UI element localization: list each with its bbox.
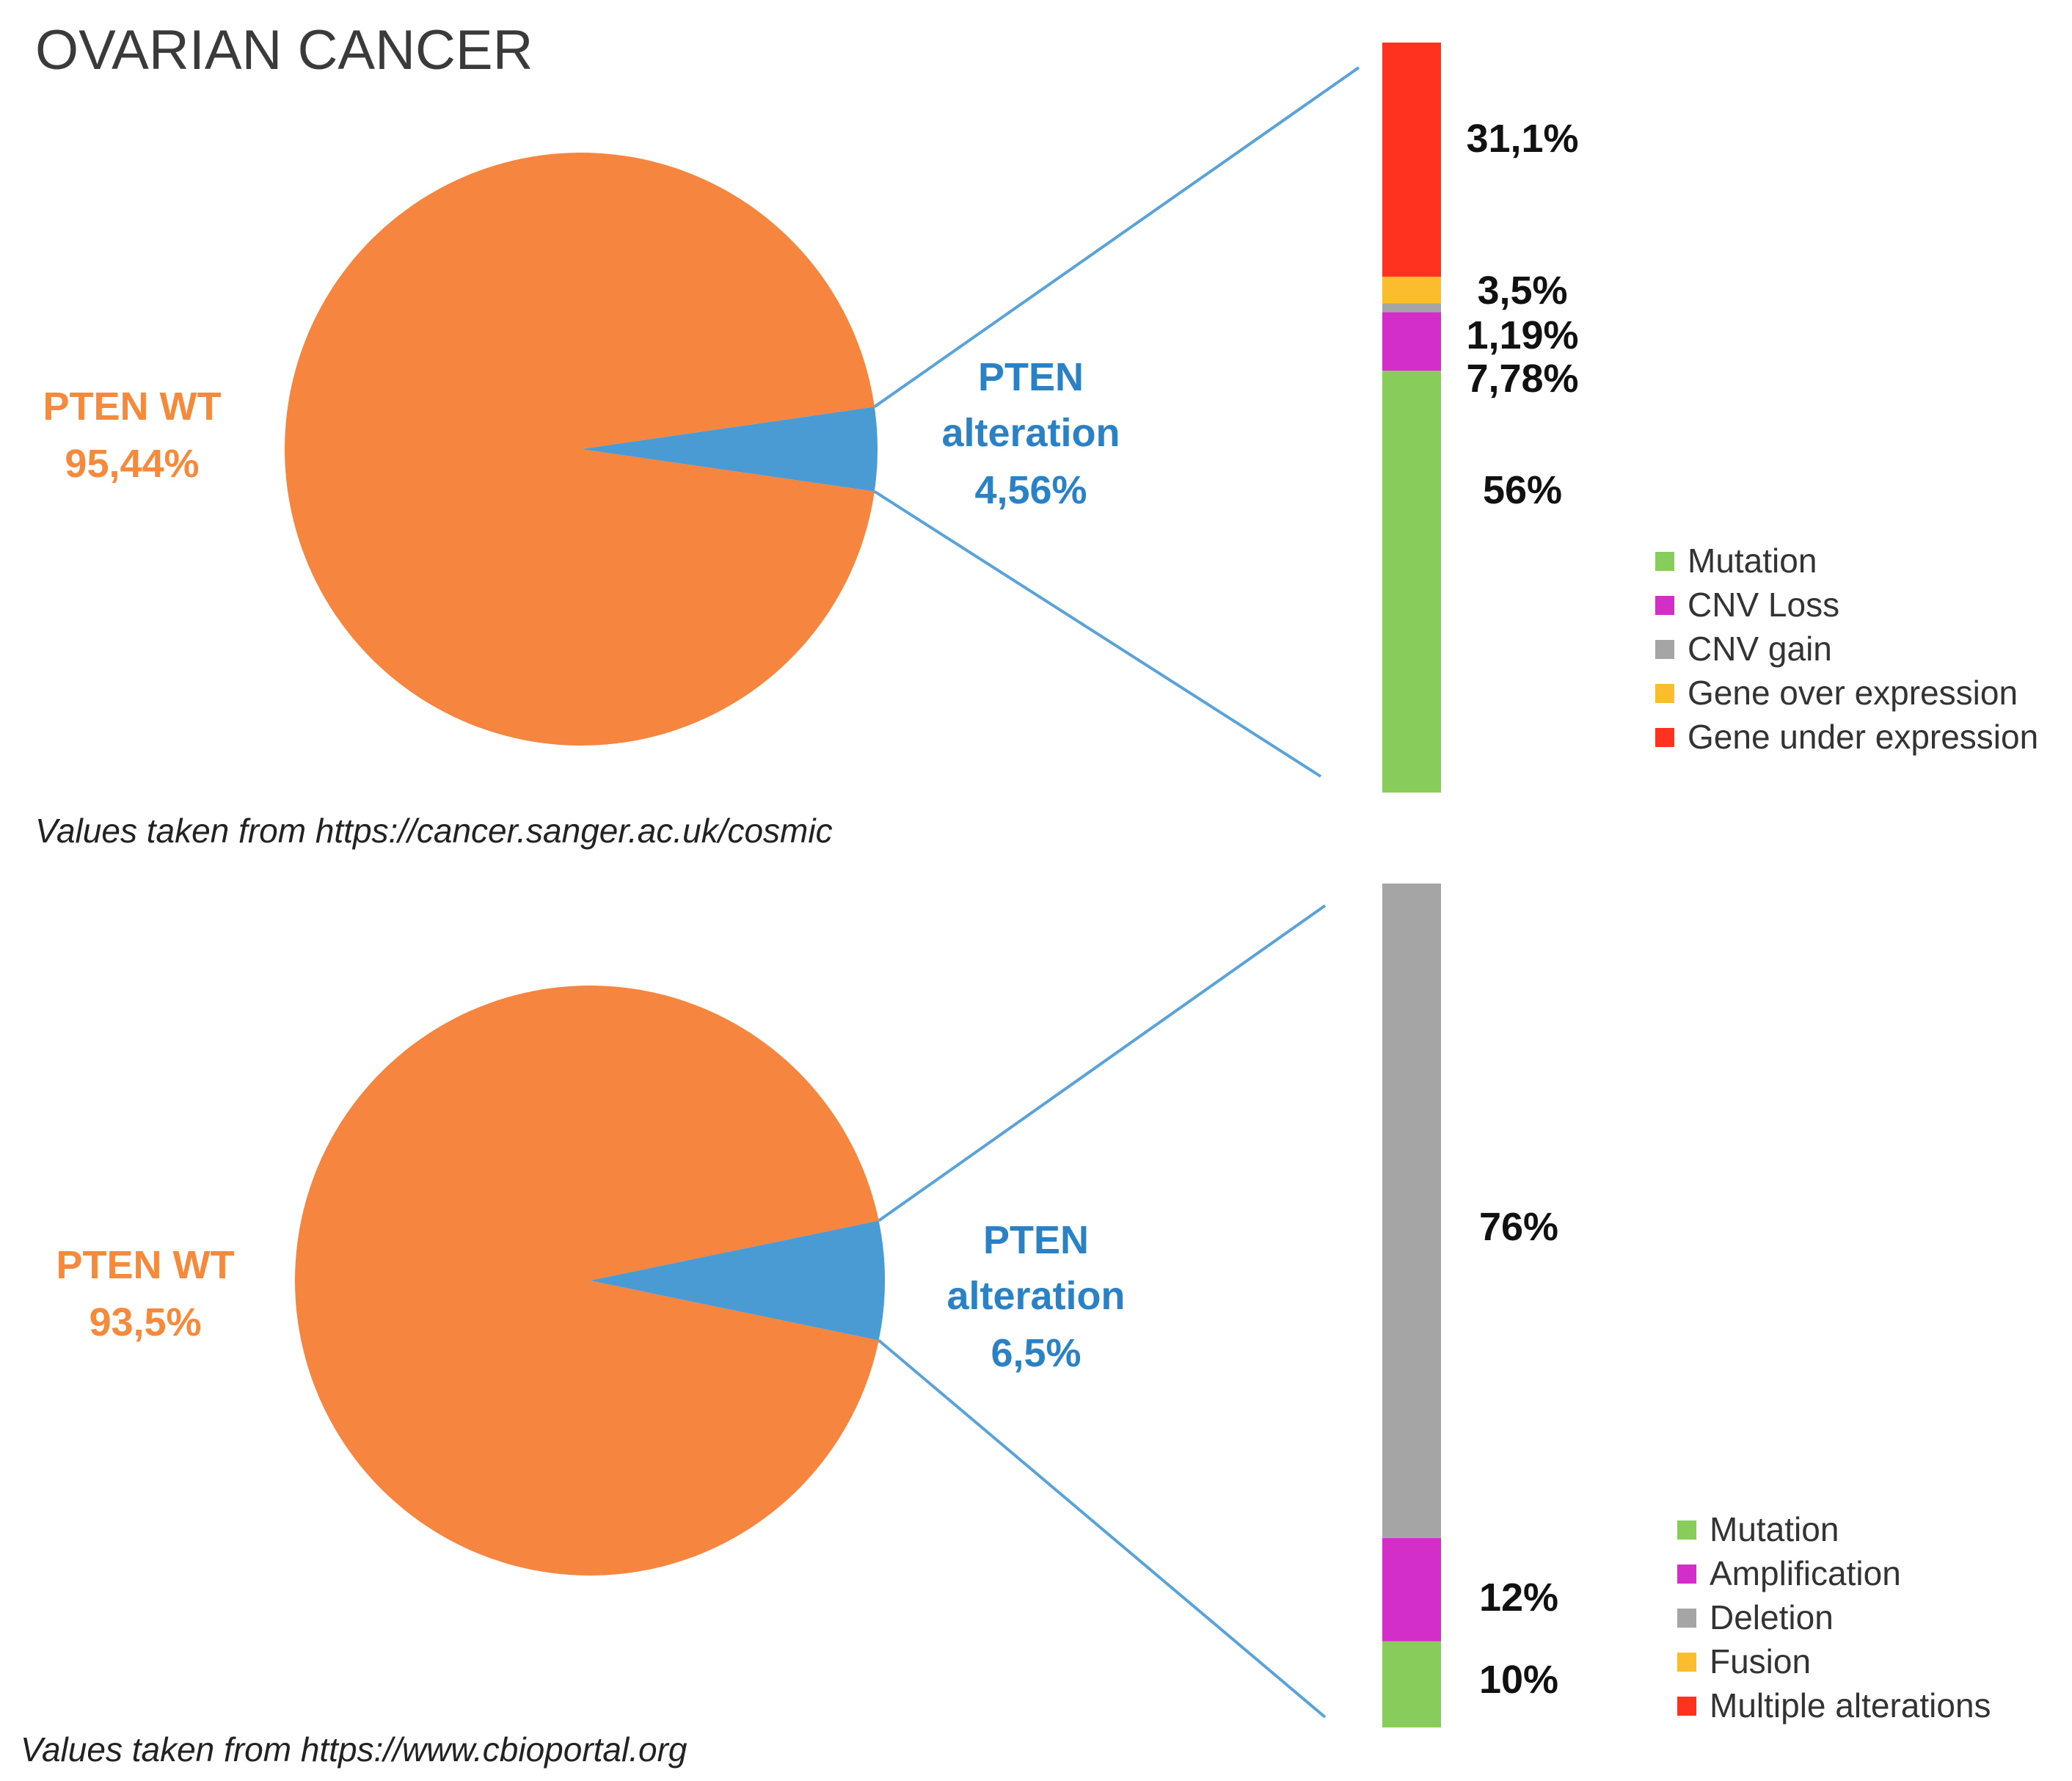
legend-swatch-cnv-gain <box>1655 640 1674 659</box>
bar-segment-mutation <box>1382 1641 1441 1727</box>
pie-label-alteration-line2: alteration <box>941 411 1120 455</box>
bar-segment-cnv-gain <box>1382 303 1441 313</box>
legend-swatch-mutation <box>1677 1520 1696 1540</box>
legend-label-cnv-gain: CNV gain <box>1688 630 1832 668</box>
legend-swatch-amplification <box>1677 1565 1696 1584</box>
legend-swatch-fusion <box>1677 1653 1696 1672</box>
bar-segment-cnv-loss <box>1382 312 1441 371</box>
bar-value-label-gene-under-expression: 31,1% <box>1466 117 1578 161</box>
legend-label-fusion: Fusion <box>1710 1642 1811 1680</box>
panel-cbioportal: 10% 12% 76% Mutation Amplification Deletion F… <box>21 884 1991 1769</box>
bar-value-label-deletion: 76% <box>1479 1205 1558 1249</box>
legend-cbioportal: Mutation Amplification Deletion Fusion Multi… <box>1677 1510 1991 1724</box>
bar-value-label-gene-over-expression: 3,5% <box>1477 269 1567 313</box>
pie-label-alteration-value: 6,5% <box>991 1331 1081 1375</box>
stacked-bar-cbioportal <box>1382 884 1441 1727</box>
source-note-cbioportal: Values taken from https://www.cbioportal… <box>21 1730 687 1769</box>
pie-label-alteration-line1: PTEN <box>978 355 1084 399</box>
bar-segment-mutation <box>1382 371 1441 793</box>
pie-label-alteration-value: 4,56% <box>974 468 1087 512</box>
bar-segment-deletion <box>1382 884 1441 1538</box>
bar-value-label-cnv-gain: 1,19% <box>1466 313 1578 357</box>
bar-segment-gene-over-expression <box>1382 277 1441 304</box>
bar-value-label-mutation: 56% <box>1483 468 1562 512</box>
connector-line-top <box>873 66 1360 408</box>
source-note-cosmic: Values taken from https://cancer.sanger.… <box>35 812 833 850</box>
legend-label-multiple-alterations: Multiple alterations <box>1710 1686 1991 1724</box>
pie-chart-cosmic <box>285 153 878 746</box>
pie-chart-cbioportal <box>295 985 886 1576</box>
pie-label-wt-name: PTEN WT <box>56 1243 235 1287</box>
legend-label-deletion: Deletion <box>1710 1598 1834 1636</box>
bar-labels-cosmic: 56% 7,78%1,19%3,5% 31,1% <box>1466 117 1578 512</box>
connector-lines-cosmic <box>873 66 1360 778</box>
pie-slice-pten-wt <box>295 985 879 1576</box>
legend-swatch-deletion <box>1677 1609 1696 1628</box>
legend-swatch-multiple-alterations <box>1677 1697 1696 1716</box>
pie-label-wt-name: PTEN WT <box>43 385 222 429</box>
legend-cosmic: Mutation CNV Loss CNV gain Gene over expres… <box>1655 542 2038 756</box>
stacked-bar-cosmic <box>1382 43 1441 793</box>
legend-swatch-cnv-loss <box>1655 596 1674 615</box>
bar-segment-amplification <box>1382 1537 1441 1642</box>
connector-lines-cbioportal <box>878 904 1327 1719</box>
bar-value-label-cnv-loss: 7,78% <box>1466 357 1578 401</box>
legend-label-mutation: Mutation <box>1688 542 1817 580</box>
connector-line-bottom <box>873 489 1322 778</box>
legend-swatch-mutation <box>1655 552 1674 571</box>
pie-label-wt-value: 93,5% <box>89 1300 201 1344</box>
legend-swatch-gene-over-expression <box>1655 684 1674 703</box>
bar-labels-cbioportal: 10% 12% 76% <box>1479 1205 1558 1702</box>
pie-slice-pten-wt <box>285 153 875 746</box>
bar-value-label-mutation: 10% <box>1479 1658 1558 1702</box>
connector-line-bottom <box>878 1339 1327 1719</box>
pie-label-wt-value: 95,44% <box>65 442 199 486</box>
legend-label-mutation: Mutation <box>1710 1510 1839 1548</box>
connector-line-top <box>878 904 1327 1223</box>
panel-cosmic: 56% 7,78%1,19%3,5% 31,1% Mutation CNV Loss C… <box>35 43 2038 850</box>
legend-swatch-gene-under-expression <box>1655 728 1674 747</box>
pie-slice-pten-alteration <box>581 407 878 492</box>
legend-label-gene-over-expression: Gene over expression <box>1688 674 2018 712</box>
legend-label-cnv-loss: CNV Loss <box>1688 586 1839 624</box>
pie-label-alteration-line1: PTEN <box>983 1218 1089 1262</box>
legend-label-amplification: Amplification <box>1710 1554 1901 1592</box>
bar-value-label-amplification: 12% <box>1479 1576 1558 1620</box>
legend-label-gene-under-expression: Gene under expression <box>1688 718 2038 756</box>
bar-segment-gene-under-expression <box>1382 43 1441 277</box>
figure-title: OVARIAN CANCER <box>35 19 533 81</box>
pie-slice-pten-alteration <box>590 1220 886 1341</box>
pie-label-alteration-line2: alteration <box>946 1274 1125 1318</box>
